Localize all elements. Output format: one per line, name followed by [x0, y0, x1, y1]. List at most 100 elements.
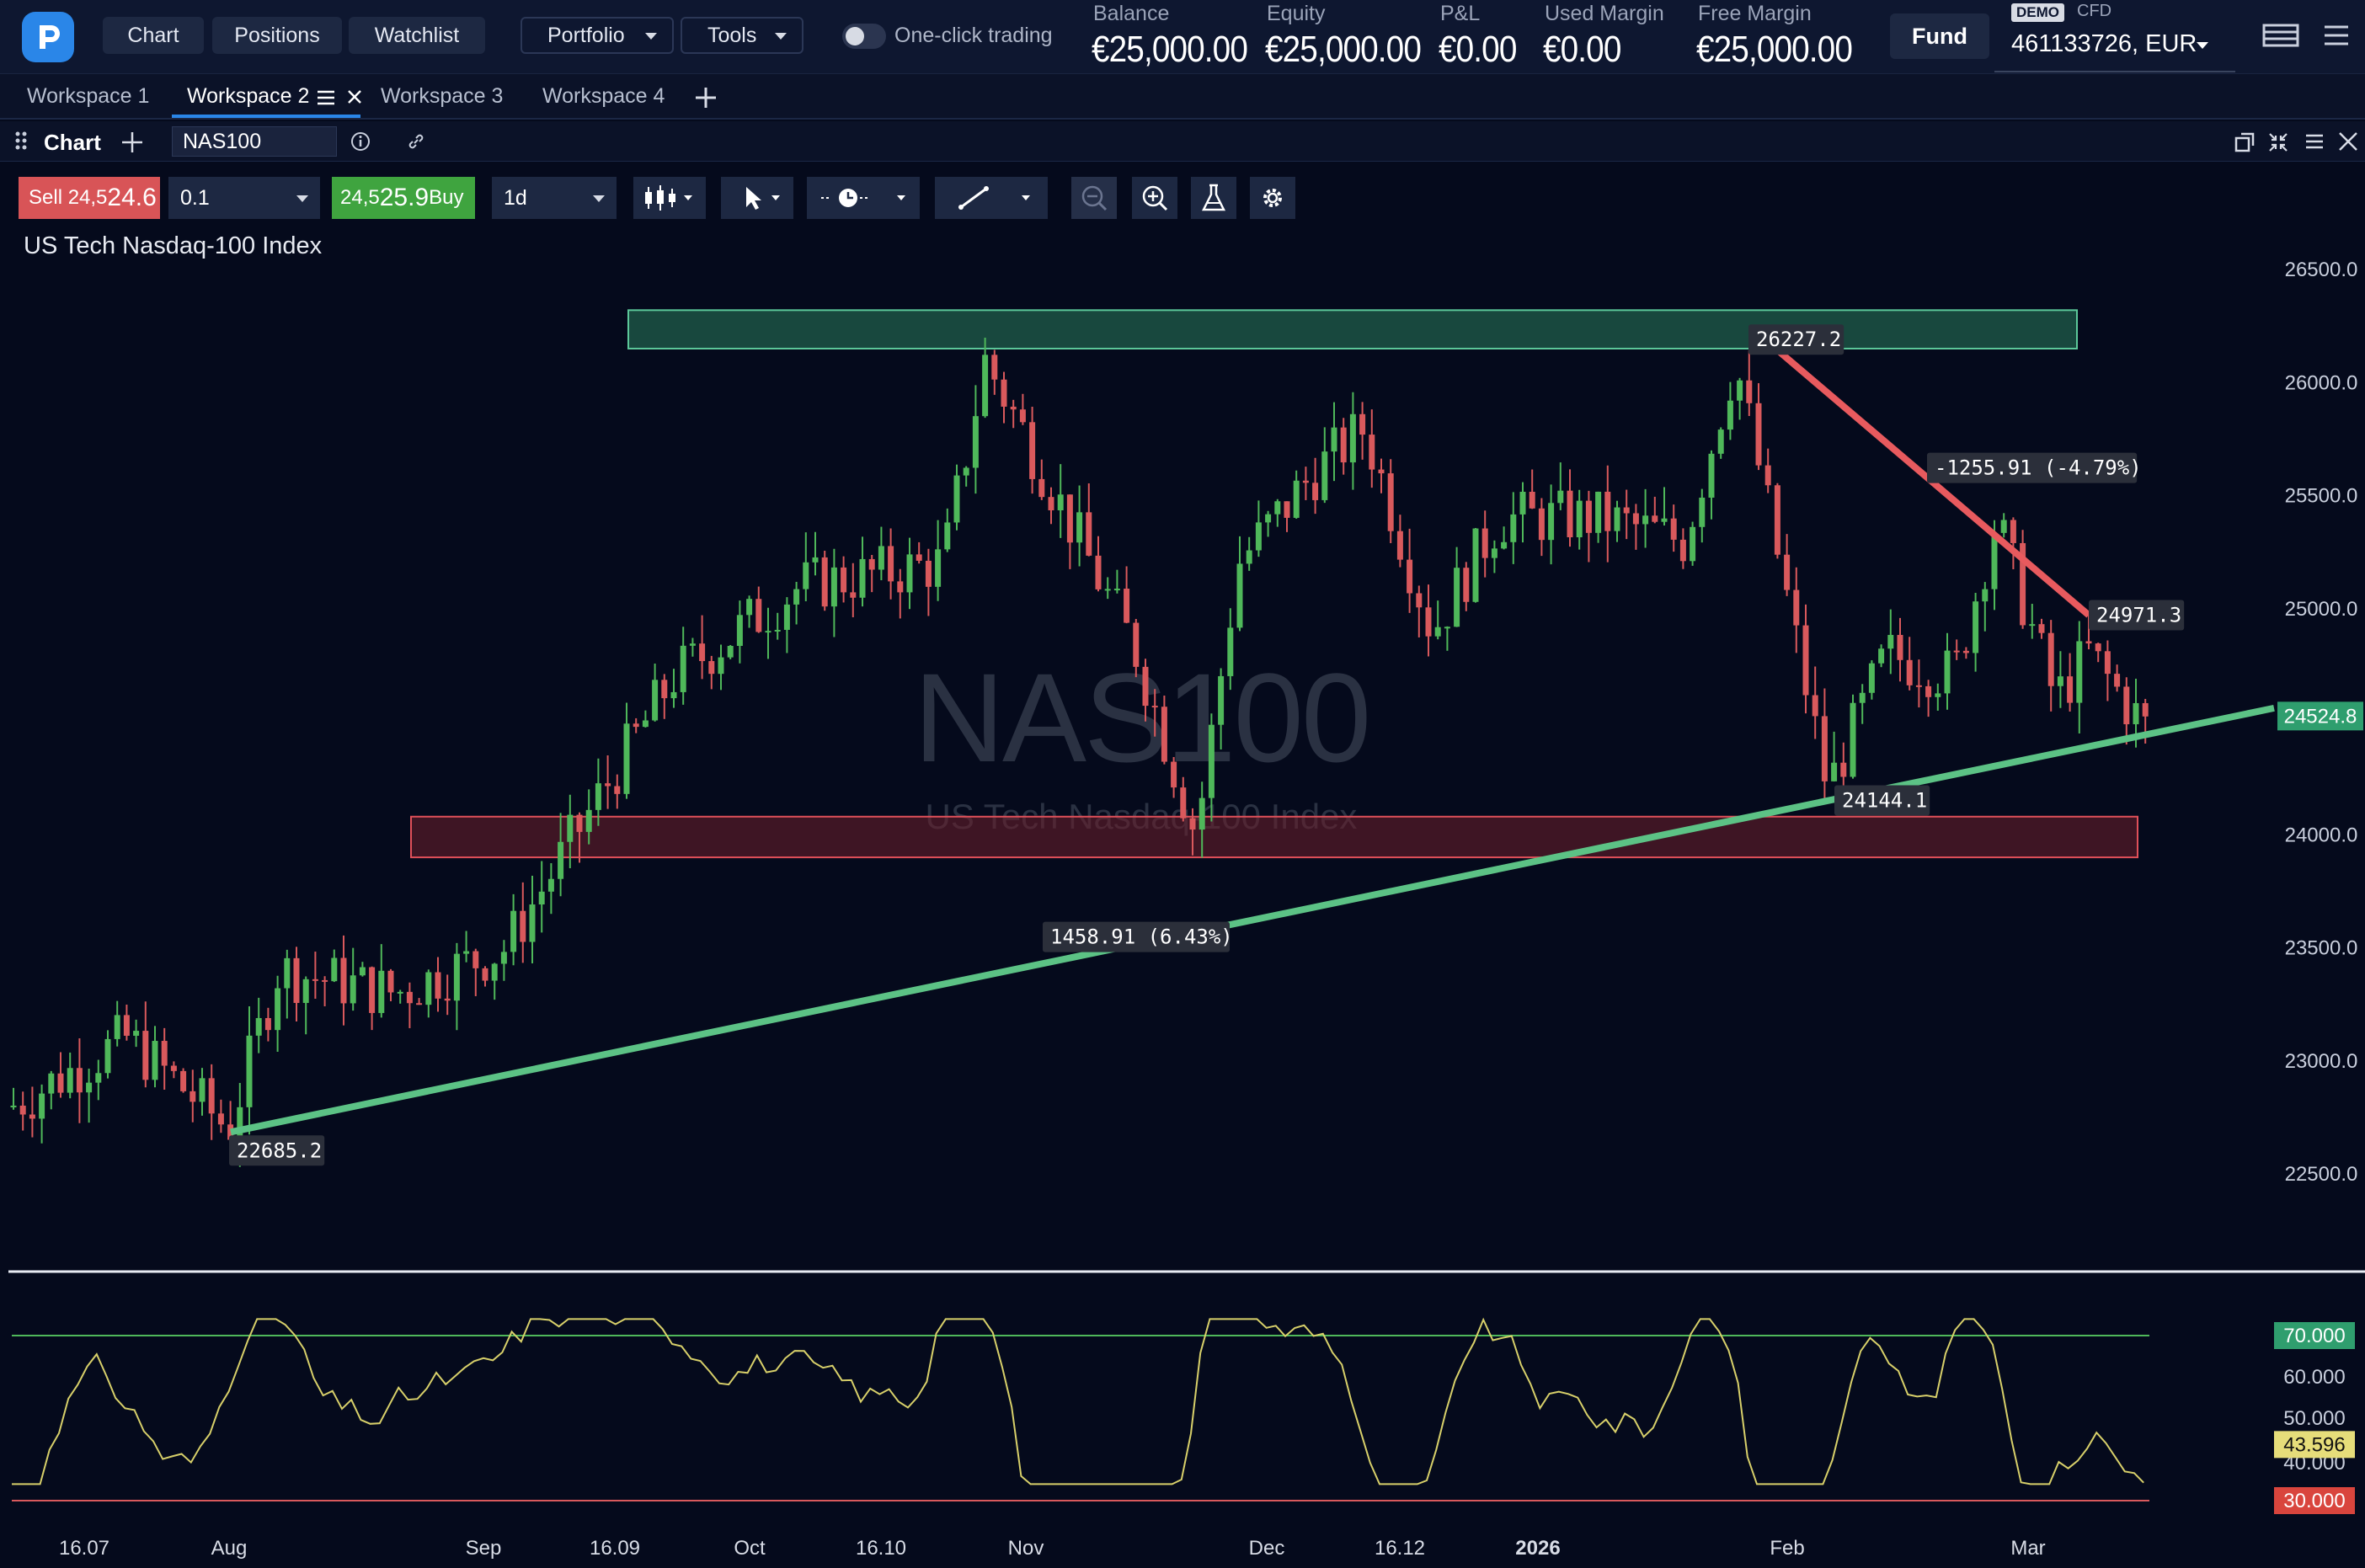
portfolio-dropdown[interactable]: Portfolio: [521, 17, 674, 54]
candle-body: [652, 680, 659, 721]
menu-icon[interactable]: [2318, 20, 2355, 51]
candle-body: [369, 967, 376, 1013]
collapse-icon[interactable]: [2267, 131, 2289, 153]
candle-body: [76, 1068, 83, 1093]
panel-menu-icon[interactable]: [2304, 131, 2325, 152]
candle-body: [821, 557, 828, 607]
candle-body: [1708, 453, 1715, 498]
candle-body: [991, 355, 998, 380]
crosshair-tool-button[interactable]: [807, 177, 920, 219]
link-icon[interactable]: [406, 131, 426, 152]
candle-body: [1973, 601, 1979, 653]
candle-body: [217, 1113, 224, 1125]
drawdown-label-bg: [1927, 452, 2138, 483]
drawing-tool-button[interactable]: [935, 177, 1048, 219]
portfolio-label: Portfolio: [547, 23, 625, 47]
candle-body: [1029, 422, 1036, 479]
candle-body: [1652, 515, 1658, 522]
candle-body: [972, 416, 979, 468]
price-axis-label: 22500.0: [2285, 1163, 2358, 1186]
time-axis-label: Nov: [1008, 1537, 1044, 1560]
candle-body: [1113, 589, 1120, 591]
app-logo[interactable]: [22, 12, 74, 62]
candle-body: [1057, 494, 1064, 511]
indicators-button[interactable]: [1191, 177, 1236, 219]
chart-watermark: NAS100: [913, 647, 1372, 788]
workspace-tab-3[interactable]: Workspace 3: [381, 84, 504, 108]
candle-body: [1642, 515, 1649, 525]
drag-handle-icon[interactable]: [15, 131, 27, 150]
candle-body: [1519, 491, 1526, 515]
account-selector[interactable]: DEMO CFD 461133726, EUR: [1994, 0, 2235, 72]
workspace-tab-2[interactable]: Workspace 2: [187, 84, 310, 108]
candle-body: [736, 615, 743, 647]
candle-body: [1444, 627, 1450, 629]
candle-body: [982, 355, 989, 417]
candle-body: [1764, 465, 1771, 486]
cursor-icon: [746, 187, 780, 210]
candle-body: [387, 970, 394, 993]
candle-body: [1887, 634, 1894, 649]
layout-icon[interactable]: [2262, 20, 2299, 51]
candle-body: [1161, 707, 1167, 762]
candle-body: [1416, 593, 1423, 608]
retest-label-bg: [2089, 600, 2185, 631]
retest-label: 24971.3: [2096, 603, 2181, 627]
candle-body: [906, 554, 913, 593]
base-label-bg: [229, 1135, 325, 1166]
candle-body: [567, 814, 574, 842]
rsi-axis-label: 60.000: [2283, 1366, 2345, 1389]
price-chart[interactable]: NAS100 US Tech Nasdaq-100 Index 26500.0 2…: [0, 232, 2365, 1568]
candle-body: [868, 558, 875, 570]
tools-dropdown[interactable]: Tools: [681, 17, 803, 54]
rally-label: 1458.91 (6.43%): [1050, 925, 1233, 949]
workspace-tab-4[interactable]: Workspace 4: [542, 84, 665, 108]
timeframe-select[interactable]: 1d: [492, 177, 617, 219]
candle-body: [510, 910, 517, 952]
candle-body: [2104, 651, 2111, 675]
symbol-input[interactable]: [172, 126, 337, 157]
chart-type-button[interactable]: [633, 177, 706, 219]
hamburger-icon[interactable]: [317, 89, 335, 106]
flask-icon: [1201, 184, 1226, 211]
candle-body: [1151, 706, 1158, 708]
candle-body: [614, 786, 621, 794]
candle-body: [2038, 624, 2045, 633]
close-panel-icon[interactable]: [2338, 131, 2358, 152]
popout-icon[interactable]: [2234, 131, 2256, 153]
fund-button[interactable]: Fund: [1890, 13, 1989, 59]
nav-watchlist-button[interactable]: Watchlist: [349, 17, 485, 54]
add-workspace-icon[interactable]: [694, 86, 718, 109]
candle-body: [755, 599, 762, 632]
candle-body: [841, 567, 847, 593]
sell-button[interactable]: Sell 24,5 24.6: [19, 177, 160, 219]
candle-body: [463, 951, 470, 954]
add-panel-icon[interactable]: [121, 131, 143, 153]
candle-body: [859, 558, 866, 598]
info-icon[interactable]: [350, 131, 371, 152]
nav-chart-button[interactable]: Chart: [103, 17, 204, 54]
one-click-trading-toggle[interactable]: [842, 24, 886, 49]
candle-body: [746, 599, 753, 616]
candle-body: [161, 1041, 168, 1066]
close-tab-icon[interactable]: [347, 89, 362, 104]
chart-canvas[interactable]: 26500.026000.025500.025000.024500.024000…: [0, 232, 2365, 1568]
workspace-tab-1[interactable]: Workspace 1: [27, 84, 150, 108]
zoom-out-button[interactable]: [1071, 177, 1117, 219]
candle-body: [1802, 625, 1809, 696]
cursor-tool-button[interactable]: [721, 177, 793, 219]
quantity-select[interactable]: 0.1: [168, 177, 320, 219]
candle-body: [104, 1038, 111, 1074]
candle-body: [57, 1073, 64, 1093]
candle-body: [1076, 512, 1083, 543]
used-margin-value: €0.00: [1543, 29, 1621, 70]
candle-body: [275, 988, 281, 1031]
current-price-tag: [2277, 701, 2363, 731]
candle-body: [19, 1105, 26, 1115]
nav-positions-button[interactable]: Positions: [212, 17, 342, 54]
settings-button[interactable]: [1250, 177, 1295, 219]
candle-body: [1557, 490, 1564, 504]
zoom-in-button[interactable]: [1132, 177, 1177, 219]
candle-body: [1104, 589, 1111, 591]
buy-button[interactable]: 24,5 25.9 Buy: [332, 177, 475, 219]
